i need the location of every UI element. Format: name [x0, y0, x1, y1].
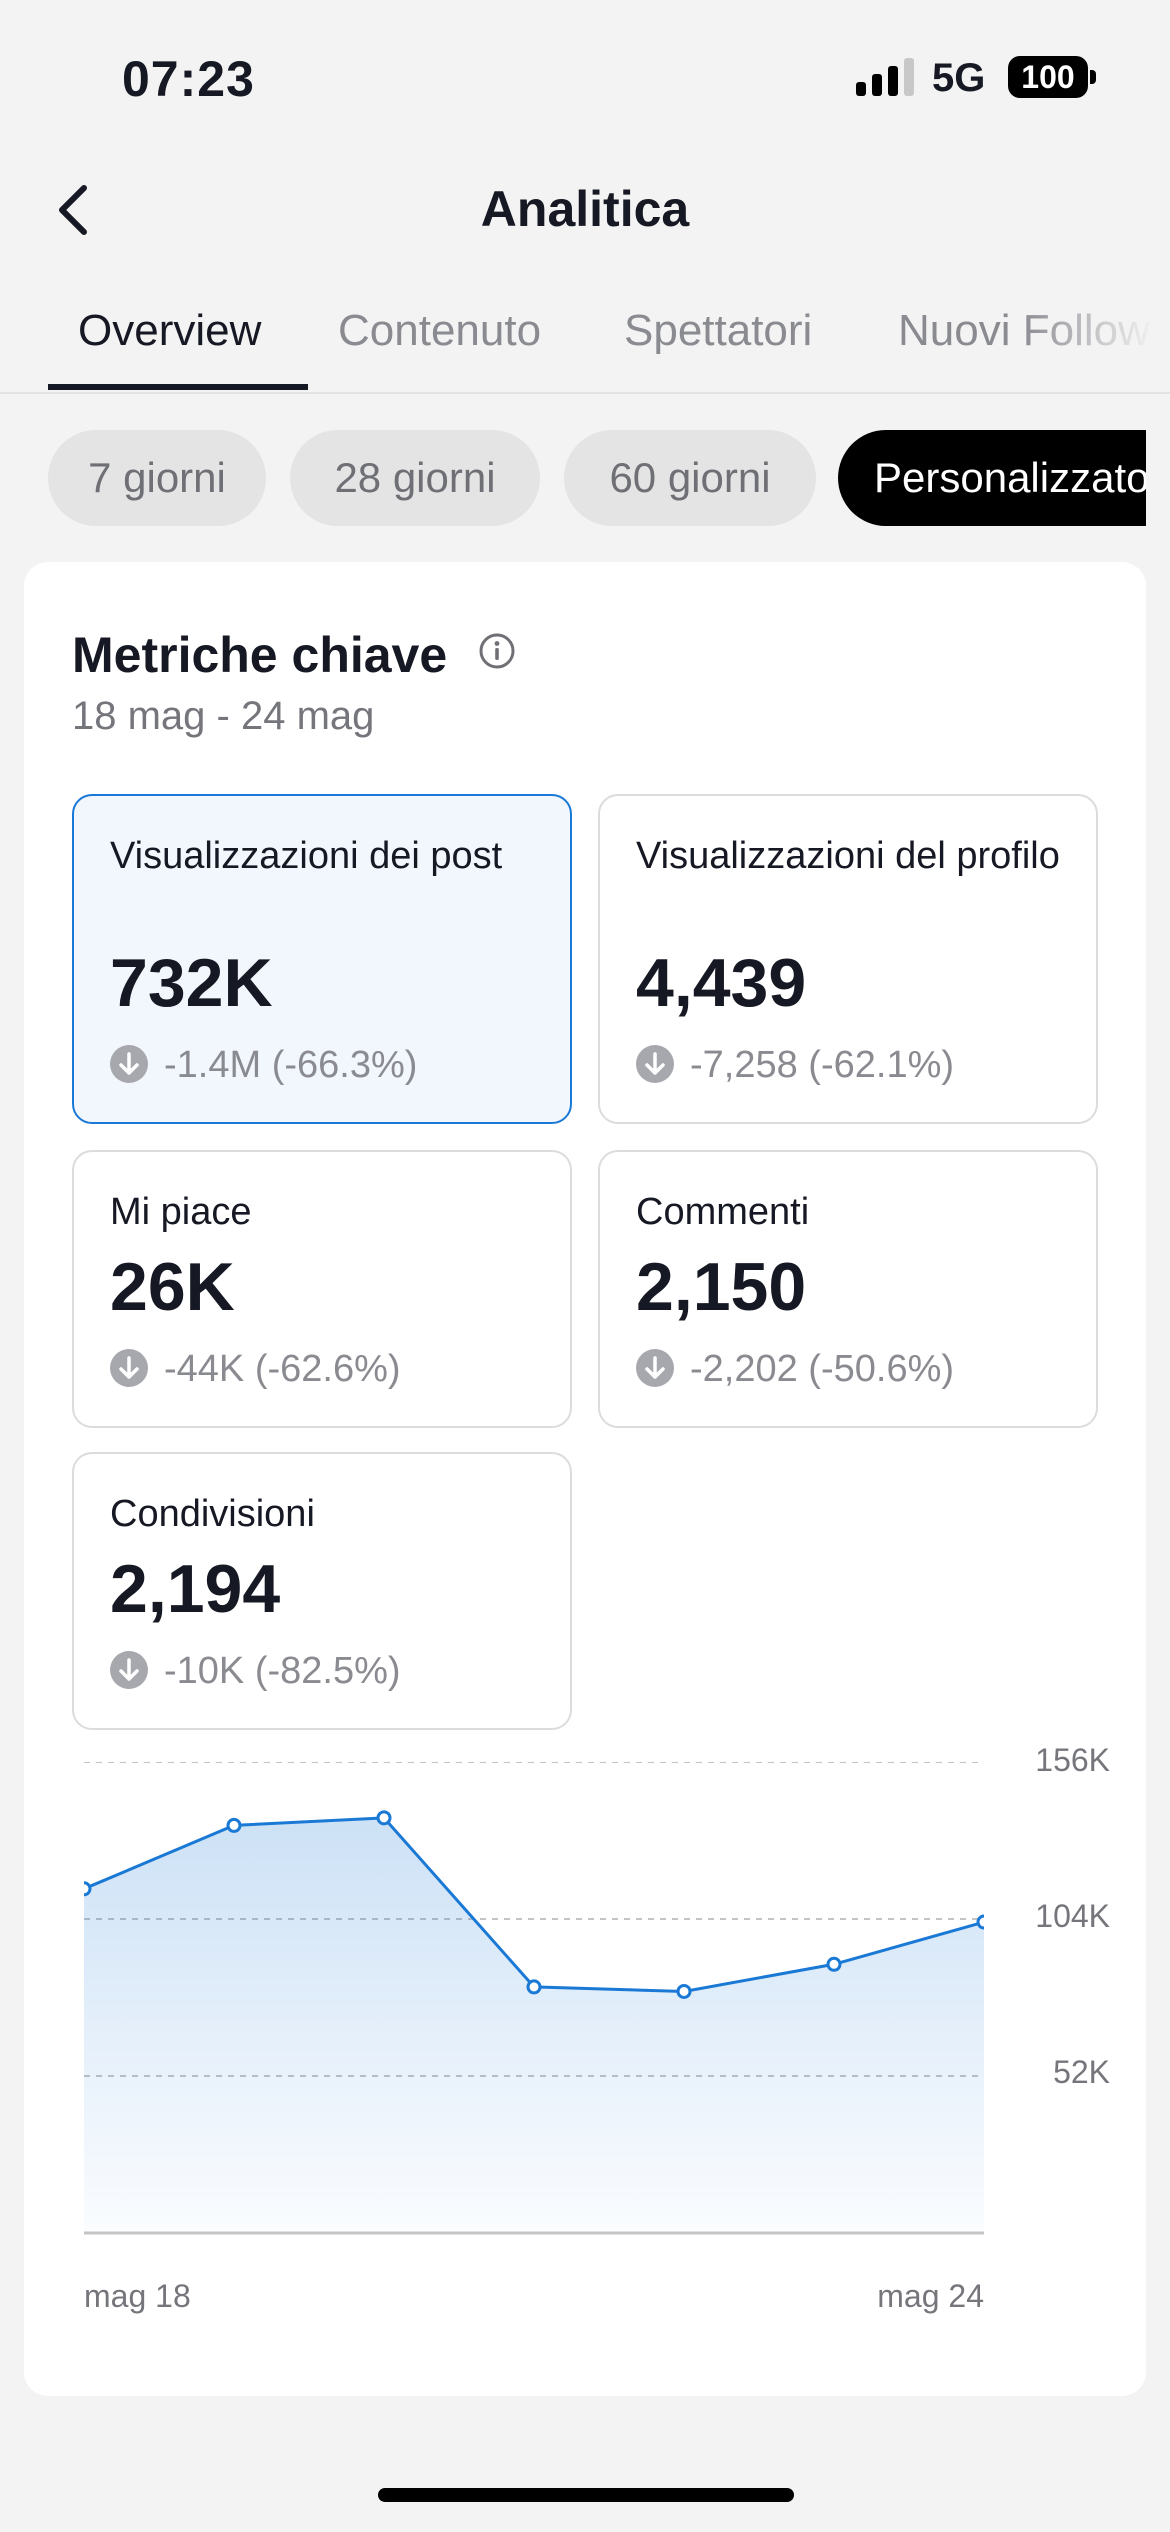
network-label: 5G [932, 56, 986, 100]
key-metrics-card: Metriche chiave 18 mag - 24 mag Visualiz… [24, 562, 1146, 2396]
metric-label: Condivisioni [110, 1493, 315, 1535]
active-tab-indicator [48, 384, 308, 390]
arrow-down-icon [110, 1349, 148, 1387]
range-60-days[interactable]: 60 giorni [564, 430, 816, 526]
metric-label: Commenti [636, 1191, 810, 1233]
card-title: Metriche chiave [72, 627, 448, 683]
metric-change: -7,258 (-62.1%) [636, 1044, 954, 1087]
tab-bar: Overview Contenuto Spettatori Nuovi Foll… [0, 282, 1170, 394]
tab-spettatori[interactable]: Spettatori [624, 306, 813, 355]
metric-card-shares[interactable]: Condivisioni 2,194 -10K (-82.5%) [72, 1452, 572, 1730]
tab-fade [1020, 282, 1170, 392]
tab-contenuto[interactable]: Contenuto [338, 306, 542, 355]
arrow-down-icon [636, 1045, 674, 1083]
metric-change: -2,202 (-50.6%) [636, 1348, 954, 1391]
date-range-label: 18 mag - 24 mag [72, 694, 375, 738]
nav-header: Analitica [0, 150, 1170, 270]
date-range-selector: 7 giorni 28 giorni 60 giorni Personalizz… [0, 430, 1170, 526]
metric-value: 2,150 [636, 1249, 807, 1325]
battery-tip [1090, 70, 1096, 84]
arrow-down-icon [636, 1349, 674, 1387]
metric-card-post-views[interactable]: Visualizzazioni dei post 732K -1.4M (-66… [72, 794, 572, 1124]
status-bar: 07:23 5G 100 [0, 0, 1170, 150]
signal-icon [856, 58, 916, 96]
metric-change-text: -2,202 (-50.6%) [690, 1348, 955, 1390]
metric-change-text: -7,258 (-62.1%) [690, 1044, 955, 1086]
metric-change: -10K (-82.5%) [110, 1650, 401, 1693]
metric-change-text: -44K (-62.6%) [164, 1348, 401, 1390]
status-time: 07:23 [122, 51, 255, 107]
data-point[interactable] [676, 1983, 692, 1999]
y-tick-label: 156K [1035, 1742, 1110, 1778]
range-7-days[interactable]: 7 giorni [48, 430, 266, 526]
data-point[interactable] [526, 1979, 542, 1995]
metric-change: -44K (-62.6%) [110, 1348, 401, 1391]
range-custom[interactable]: Personalizzato [838, 430, 1146, 526]
metric-change: -1.4M (-66.3%) [110, 1044, 417, 1087]
metric-change-text: -1.4M (-66.3%) [164, 1044, 418, 1086]
back-button[interactable] [44, 178, 108, 242]
metric-change-text: -10K (-82.5%) [164, 1650, 401, 1692]
data-point[interactable] [976, 1914, 984, 1930]
metric-label: Mi piace [110, 1191, 252, 1233]
metric-value: 2,194 [110, 1551, 281, 1627]
data-point[interactable] [376, 1810, 392, 1826]
arrow-down-icon [110, 1045, 148, 1083]
metric-value: 732K [110, 945, 273, 1021]
chart-plot [84, 1762, 984, 2235]
series-area [84, 1817, 984, 2233]
metric-label: Visualizzazioni del profilo [636, 835, 1060, 877]
data-point[interactable] [826, 1956, 842, 1972]
arrow-down-icon [110, 1651, 148, 1689]
metric-card-profile-views[interactable]: Visualizzazioni del profilo 4,439 -7,258… [598, 794, 1098, 1124]
metric-card-likes[interactable]: Mi piace 26K -44K (-62.6%) [72, 1150, 572, 1428]
home-indicator [378, 2488, 794, 2502]
x-tick-label: mag 18 [84, 2278, 191, 2314]
post-views-chart: 156K 104K 52K mag 18 mag 24 [24, 1742, 1146, 2322]
data-point[interactable] [84, 1881, 92, 1897]
tab-overview[interactable]: Overview [78, 306, 262, 355]
data-point[interactable] [226, 1817, 242, 1833]
range-28-days[interactable]: 28 giorni [290, 430, 540, 526]
chevron-left-icon [59, 185, 87, 235]
x-tick-label: mag 24 [877, 2278, 984, 2314]
y-tick-label: 104K [1035, 1898, 1110, 1934]
metric-label: Visualizzazioni dei post [110, 835, 503, 877]
y-tick-label: 52K [1053, 2054, 1110, 2090]
metric-value: 4,439 [636, 945, 807, 1021]
info-icon[interactable] [478, 632, 516, 670]
battery-icon: 100 [1008, 56, 1088, 98]
metric-card-comments[interactable]: Commenti 2,150 -2,202 (-50.6%) [598, 1150, 1098, 1428]
page-title: Analitica [480, 181, 690, 237]
metric-value: 26K [110, 1249, 235, 1325]
